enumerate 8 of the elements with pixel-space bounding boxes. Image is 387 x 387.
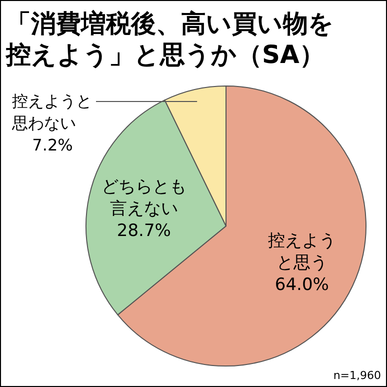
chart-title: 「消費増税後、高い買い物を控えよう」と思うか（SA） [5, 9, 334, 69]
data-label: 28.7% [116, 221, 171, 242]
slice-label: 控えようと思わない [11, 91, 92, 132]
data-label: 64.0% [274, 274, 329, 295]
text: n=1,960 [333, 369, 381, 382]
slice-label: どちらとも言えない [101, 177, 186, 220]
slice-label: 控えようと思う [268, 230, 336, 273]
data-label: 7.2% [32, 135, 73, 154]
